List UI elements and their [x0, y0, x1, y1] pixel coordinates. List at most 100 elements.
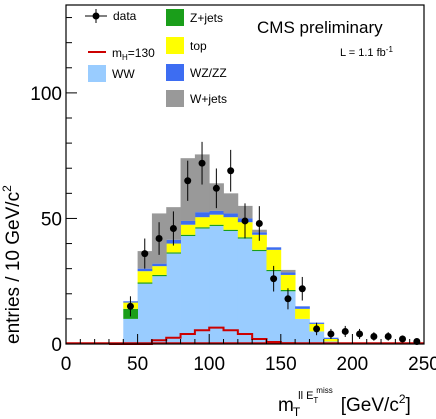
higgs-signal-curve — [66, 326, 424, 345]
bar-ww-bin-2 — [151, 276, 167, 344]
legend-entry-zjets: Z+jets — [166, 9, 223, 26]
bar-top-bin-6 — [209, 214, 224, 225]
data-marker-12 — [298, 285, 306, 293]
x-tick-label-5: 250 — [408, 354, 436, 375]
x-tick-label-3: 150 — [265, 354, 297, 375]
data-point-15 — [341, 325, 349, 337]
data-point-13 — [313, 322, 321, 336]
data-point-8 — [241, 203, 249, 239]
data-marker-18 — [384, 332, 392, 340]
data-marker-11 — [284, 295, 292, 303]
experiment-label: CMS preliminary — [257, 18, 383, 37]
legend-ww-swatch — [88, 65, 106, 82]
bar-top-bin-3 — [166, 243, 181, 253]
bar-zjets-bin-1 — [137, 282, 153, 284]
bar-ww-bin-6 — [209, 225, 224, 344]
legend-entry-data: data — [85, 9, 137, 23]
x-tick-label-2: 100 — [193, 354, 225, 375]
legend-wzzz-label: WZ/ZZ — [190, 66, 227, 80]
y-tick-label-1: 50 — [41, 209, 62, 230]
data-marker-19 — [399, 335, 407, 343]
legend-zjets-swatch — [166, 9, 184, 26]
legend-data-label: data — [113, 9, 137, 23]
y-tick-label-0: 0 — [51, 335, 62, 356]
data-marker-5 — [198, 159, 206, 167]
bar-wzzz-bin-11 — [280, 272, 296, 275]
data-marker-14 — [327, 330, 335, 338]
x-axis-title: mTll ETmiss[GeV/c2] — [278, 386, 411, 419]
data-marker-1 — [141, 250, 149, 258]
data-marker-0 — [126, 302, 134, 310]
y-tick-label-2: 100 — [30, 84, 62, 105]
bar-top-bin-14 — [323, 338, 339, 342]
bar-ww-bin-10 — [266, 271, 282, 344]
bar-zjets-bin-5 — [194, 227, 210, 229]
bar-ww-bin-4 — [180, 236, 196, 344]
bar-ww-bin-1 — [137, 283, 153, 344]
data-marker-2 — [155, 235, 163, 243]
legend-wzzz-swatch — [166, 64, 184, 81]
bar-wzzz-bin-7 — [223, 213, 239, 218]
bar-top-bin-5 — [194, 217, 210, 228]
legend: data mH=130 WW Z+jets top WZ/ZZ W+jets — [85, 9, 227, 107]
data-point-11 — [284, 288, 292, 310]
data-point-2 — [155, 222, 163, 255]
data-marker-8 — [241, 217, 249, 225]
bar-wjets-bin-11 — [280, 269, 296, 273]
x-tick-label-1: 50 — [127, 354, 148, 375]
bar-top-bin-1 — [137, 271, 153, 283]
bar-wzzz-bin-1 — [137, 268, 153, 272]
data-point-1 — [141, 238, 149, 269]
legend-top-swatch — [166, 37, 184, 54]
data-point-3 — [169, 211, 177, 246]
legend-entry-ww: WW — [88, 65, 135, 82]
bar-zjets-bin-2 — [151, 274, 167, 277]
data-marker-16 — [356, 330, 364, 338]
bar-ww-bin-9 — [252, 251, 267, 344]
legend-wjets-label: W+jets — [190, 92, 227, 106]
luminosity-label: L = 1.1 fb-1 — [340, 45, 393, 59]
data-point-17 — [370, 332, 378, 341]
bar-wzzz-bin-5 — [194, 212, 210, 218]
x-tick-label-0: 0 — [61, 354, 72, 375]
bar-ww-bin-3 — [166, 253, 181, 344]
bar-wzzz-bin-4 — [180, 220, 196, 225]
bar-top-bin-10 — [266, 249, 282, 270]
bar-ww-bin-7 — [223, 231, 239, 344]
data-point-10 — [270, 265, 278, 292]
data-marker-13 — [313, 325, 321, 333]
legend-top-label: top — [190, 39, 207, 53]
data-points — [126, 141, 421, 345]
bar-ww-bin-0 — [123, 318, 138, 344]
data-marker-9 — [255, 219, 263, 227]
data-marker-10 — [270, 275, 278, 283]
legend-entry-wzzz: WZ/ZZ — [166, 64, 227, 81]
data-marker-15 — [341, 327, 349, 335]
bar-zjets-bin-9 — [252, 249, 267, 252]
data-point-0 — [126, 296, 134, 317]
data-point-16 — [356, 328, 364, 339]
legend-entry-wjets: W+jets — [166, 90, 227, 107]
bar-wjets-bin-7 — [223, 193, 239, 214]
legend-data-marker — [92, 12, 100, 20]
x-tick-label-4: 200 — [337, 354, 369, 375]
bar-top-bin-12 — [295, 308, 310, 319]
bar-top-bin-9 — [252, 234, 267, 250]
data-point-14 — [327, 328, 335, 339]
plot-frame — [65, 4, 425, 345]
bar-wzzz-bin-10 — [266, 247, 282, 250]
bar-wzzz-bin-2 — [151, 263, 167, 267]
legend-wjets-swatch — [166, 90, 184, 107]
axis-ticks: 0 50 100 150 200 250 0 50 100 — [30, 17, 436, 375]
higgs-step-line — [108, 326, 297, 345]
data-marker-4 — [184, 177, 192, 185]
data-point-18 — [384, 332, 392, 341]
y-axis-title: entries / 10 GeV/c2 — [0, 185, 24, 344]
data-point-7 — [227, 149, 235, 192]
data-point-6 — [212, 168, 220, 209]
data-point-9 — [255, 206, 263, 241]
data-point-19 — [399, 335, 407, 343]
legend-entry-higgs: mH=130 — [88, 46, 155, 62]
bar-zjets-bin-7 — [223, 229, 239, 231]
